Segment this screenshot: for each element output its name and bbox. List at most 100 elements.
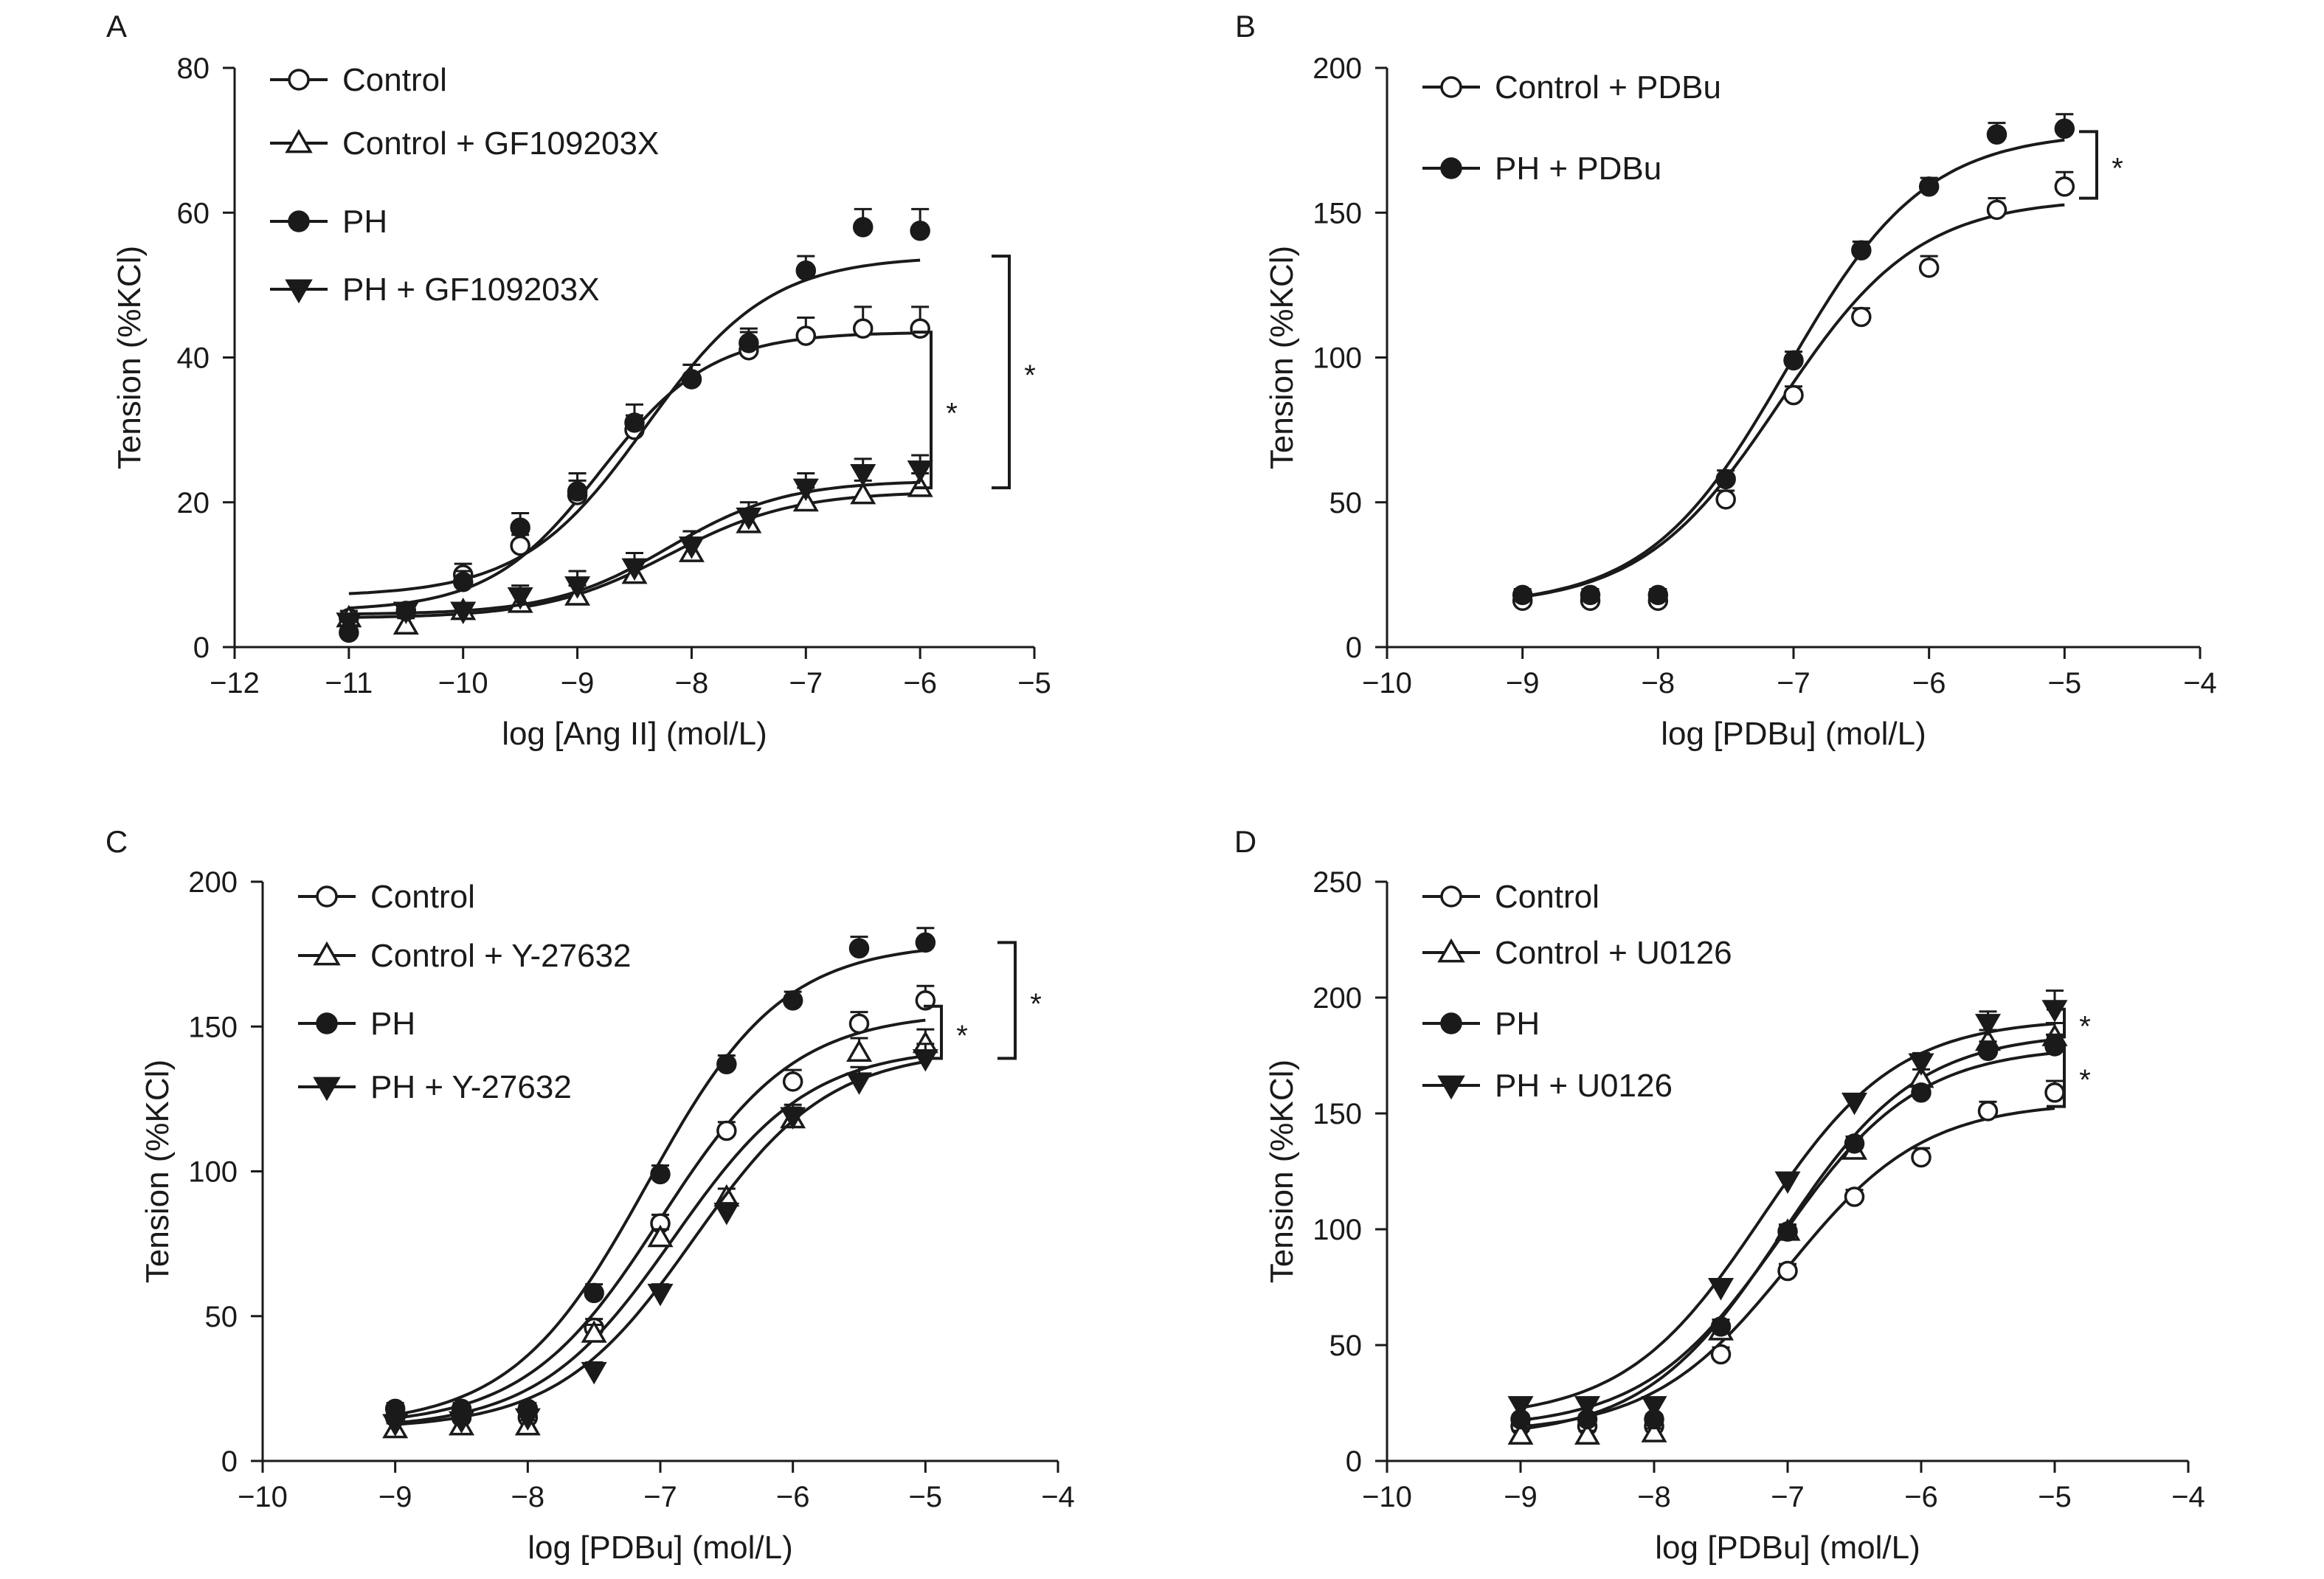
panel-letter: C [106,824,128,859]
legend-label: PH [342,204,387,240]
fit-curve [395,1054,926,1425]
legend-label: Control + PDBu [1495,69,1721,106]
data-point [852,217,874,238]
y-tick-label: 50 [1329,487,1363,519]
legend-item-control-u0126: Control + U0126 [1422,935,1732,971]
x-tick-label: −9 [1504,1481,1538,1513]
significance-bracket: * [997,941,1042,1060]
bracket-line [2047,1007,2066,1039]
significance-bracket: * [2079,130,2123,200]
data-point [848,938,870,959]
significance-bracket: * [913,331,958,490]
y-tick-label: 40 [177,342,210,375]
y-tick-label: 50 [205,1301,238,1333]
x-tick-label: −10 [438,667,488,699]
x-axis-label: log [PDBu] (mol/L) [528,1530,792,1566]
bracket-line [924,1004,943,1060]
data-point [1641,1396,1667,1419]
bracket-line [997,941,1017,1060]
legend-marker [288,69,310,91]
y-tick-label: 150 [188,1011,238,1043]
data-point [848,1013,870,1034]
data-point [1977,1101,1999,1122]
y-tick-label: 100 [188,1156,238,1189]
panel-b: B −10 −9 −8 −7 −6 −5 −4 0 50 100 150 200 log [PDBu] (… [1235,9,2217,752]
data-point [1851,306,1872,328]
legend-label: Control + U0126 [1495,935,1732,971]
x-tick-label: −5 [1017,667,1051,699]
y-axis-label: Tension (%KCl) [1264,246,1300,469]
legend-item-ph-y-27632: PH + Y-27632 [298,1069,572,1105]
legend-label: Control [342,62,447,98]
data-point [1647,584,1669,606]
y-tick-label: 200 [1313,982,1362,1015]
data-point [2054,176,2075,197]
data-point [1777,1260,1798,1282]
legend-item-control: Control [298,879,475,915]
data-point [1715,469,1736,490]
panel-c: C −10 −9 −8 −7 −6 −5 −4 0 50 100 150 200 log [PDBu] (… [106,824,1075,1566]
data-point [910,221,930,241]
data-point [1574,1422,1601,1445]
x-tick-label: −8 [675,667,709,699]
x-tick-label: −7 [1771,1481,1805,1513]
data-point [1851,240,1872,261]
data-point [780,1107,806,1130]
series-ph-y-27632 [382,1043,938,1437]
series-control-pdbu [1512,170,2075,611]
legend-item-ph-gf109203x: PH + GF109203X [270,272,600,308]
x-tick-label: −4 [2183,667,2217,699]
legend-marker [1440,885,1462,908]
data-point [448,1411,475,1434]
data-point [845,1072,873,1095]
data-point [678,536,705,559]
x-tick-label: −7 [643,1481,677,1513]
data-point [392,601,419,624]
y-tick-label: 0 [1346,1445,1362,1478]
bracket-line [2047,1044,2066,1108]
x-tick-label: −11 [325,667,373,699]
y-tick-label: 200 [188,866,238,899]
data-point [1977,1040,1999,1061]
data-point [624,412,645,433]
data-point [1512,584,1533,606]
x-axis-label: log [PDBu] (mol/L) [1661,716,1926,752]
legend-label: PH [370,1006,415,1042]
legend-marker [1440,76,1462,98]
legend-item-ph-pdbu: PH + PDBu [1422,151,1661,187]
panel-letter: D [1234,824,1256,859]
data-point [1844,1133,1865,1154]
data-point [1841,1092,1868,1116]
significance-label: * [2079,1011,2091,1043]
data-point [647,1283,674,1307]
data-point [907,460,933,483]
significance-bracket: * [2047,1007,2091,1043]
data-point [915,932,936,953]
x-tick-label: −4 [1041,1481,1075,1513]
x-tick-label: −9 [1506,667,1540,699]
fit-curve [395,949,926,1417]
y-axis-label: Tension (%KCl) [139,1060,176,1283]
legend-item-ph: PH [270,204,387,240]
panel-letter: B [1235,9,1256,44]
data-point [450,601,477,624]
data-point [850,464,876,487]
data-point [716,1120,737,1141]
y-tick-label: 200 [1313,52,1362,85]
y-axis-label: Tension (%KCl) [1264,1060,1300,1283]
fit-curve [348,258,921,595]
panel-a: A −12 −11 −10 −9 −8 −7 −6 −5 0 20 40 60 80 log [Ang II… [106,9,1051,752]
data-point [739,333,759,353]
data-point [1641,1420,1667,1442]
x-axis-label: log [PDBu] (mol/L) [1655,1530,1920,1566]
legend-label: Control + GF109203X [342,125,659,162]
data-point [382,1414,409,1437]
data-point [681,369,702,390]
bracket-line [992,255,1011,490]
y-tick-label: 0 [1346,632,1362,664]
x-tick-label: −7 [1777,667,1811,699]
fit-curve [348,480,921,616]
x-tick-label: −10 [238,1481,288,1513]
y-tick-label: 60 [177,197,210,229]
legend-marker [313,941,341,966]
